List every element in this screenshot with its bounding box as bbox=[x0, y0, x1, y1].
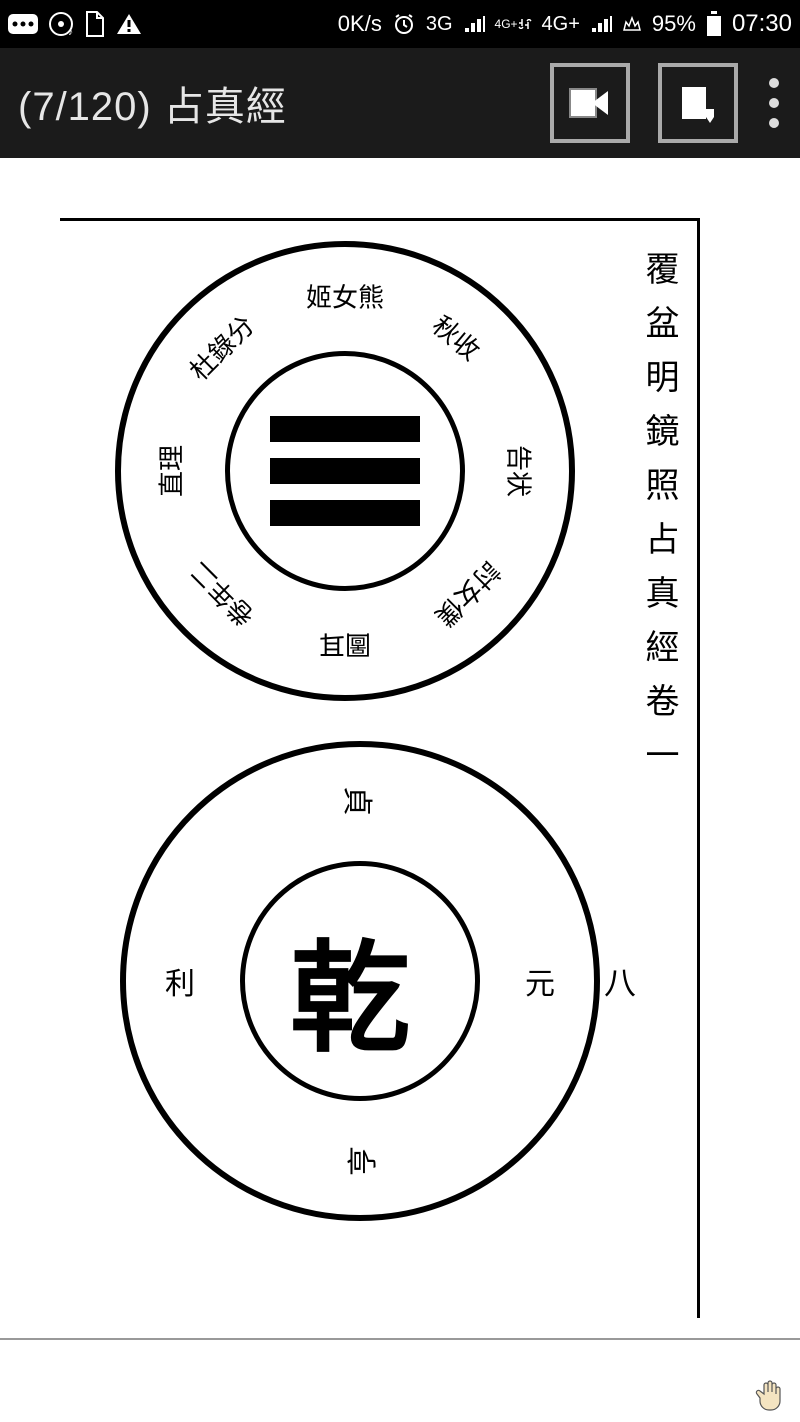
warning-icon bbox=[116, 12, 142, 36]
lower-cardinal-label: 利 bbox=[165, 959, 195, 1003]
lower-qian-diagram: 乾利貞元亨八 bbox=[120, 741, 600, 1221]
book-volume-title: 覆盆明鏡照占真經卷一 bbox=[634, 251, 683, 791]
wifi-crown-icon bbox=[622, 16, 642, 32]
view-mode-button[interactable] bbox=[658, 63, 738, 143]
net-4gplus-label: 4G+ bbox=[542, 13, 580, 36]
qian-trigram bbox=[265, 411, 425, 531]
clock: 07:30 bbox=[732, 10, 792, 38]
signal-icon-1 bbox=[463, 14, 485, 34]
net-4g-label: 4G+ bbox=[495, 18, 532, 30]
page-divider bbox=[0, 1338, 800, 1340]
document-icon bbox=[84, 11, 106, 37]
app-bar-actions bbox=[550, 63, 782, 143]
upper-ring-label: 告状 bbox=[502, 445, 539, 497]
svg-text:♪: ♪ bbox=[68, 27, 73, 37]
android-status-bar: ♪ 0K/s 3G 4G+ 4G+ 95% 07:30 bbox=[0, 0, 800, 48]
lower-cardinal-label: 元 bbox=[525, 959, 555, 1003]
upper-trigram-diagram: 直理杜錄分姬女熊秋收告状討女僕圖耳卷年二 bbox=[115, 241, 575, 701]
document-viewport[interactable]: 覆盆明鏡照占真經卷一 直理杜錄分姬女熊秋收告状討女僕圖耳卷年二 乾 利 貞元亨 八 bbox=[0, 158, 800, 1422]
alarm-icon bbox=[392, 12, 416, 36]
lower-outside-label: 八 bbox=[604, 958, 636, 1004]
signal-icon-2 bbox=[590, 14, 612, 34]
scanned-page: 覆盆明鏡照占真經卷一 直理杜錄分姬女熊秋收告状討女僕圖耳卷年二 乾 利 貞元亨 八 bbox=[60, 218, 700, 1318]
page-title: (7/120) 占真經 bbox=[18, 74, 287, 132]
status-right-group: 0K/s 3G 4G+ 4G+ 95% 07:30 bbox=[338, 10, 792, 38]
grab-cursor-icon bbox=[754, 1376, 790, 1412]
upper-ring-label: 直理 bbox=[152, 445, 189, 497]
overflow-menu-button[interactable] bbox=[766, 75, 782, 131]
qian-character: 乾 bbox=[290, 901, 410, 1075]
reader-app-bar: (7/120) 占真經 bbox=[0, 48, 800, 158]
lower-cardinal-label: 亨 bbox=[338, 1146, 382, 1176]
music-disc-icon: ♪ bbox=[48, 11, 74, 37]
more-icon bbox=[8, 14, 38, 34]
battery-icon bbox=[706, 11, 722, 37]
battery-pct: 95% bbox=[652, 11, 696, 37]
net-3g-label: 3G bbox=[426, 13, 453, 36]
lower-cardinal-label: 貞 bbox=[338, 786, 382, 816]
net-speed: 0K/s bbox=[338, 11, 382, 37]
upper-ring-label: 姬女熊 bbox=[306, 278, 384, 315]
upper-ring-label: 圖耳 bbox=[319, 628, 371, 665]
status-left-group: ♪ bbox=[8, 11, 142, 37]
next-page-button[interactable] bbox=[550, 63, 630, 143]
